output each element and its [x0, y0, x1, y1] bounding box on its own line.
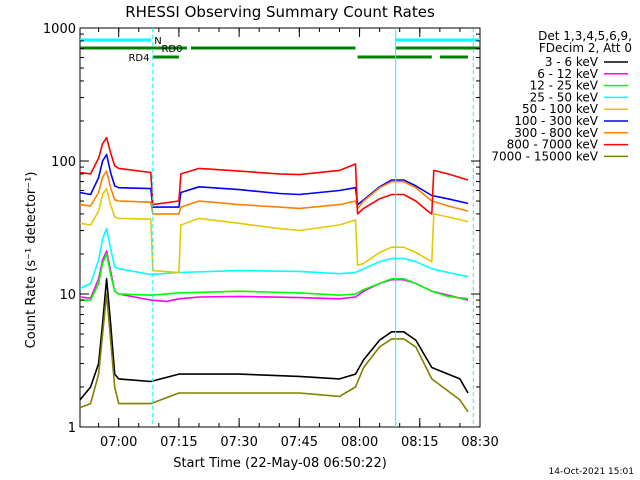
series-lines [79, 136, 469, 413]
plot-frame-group [79, 27, 481, 428]
legend-label: 3 - 6 keV [545, 55, 599, 69]
chart-title: RHESSI Observing Summary Count Rates [125, 3, 435, 21]
legend-label: 25 - 50 keV [530, 90, 599, 104]
series-line-4 [79, 227, 469, 290]
legend-label: 6 - 12 keV [537, 67, 599, 81]
series-line-2 [79, 250, 469, 303]
series-line-3 [80, 253, 469, 301]
series-line-5 [79, 187, 469, 274]
series-line-1 [79, 278, 469, 401]
x-axis-ticks: 07:00 07:15 07:30 07:45 08:00 08:15 08:30 [98, 28, 499, 450]
legend-label: 12 - 25 keV [530, 79, 599, 93]
series-line-7 [79, 170, 469, 215]
legend-label: 800 - 7000 keV [507, 138, 599, 152]
x-tick-label: 08:15 [401, 435, 438, 450]
legend-label: 100 - 300 keV [514, 114, 598, 128]
y-tick-label: 100 [51, 155, 76, 170]
state-bar-label: RD0 [161, 44, 182, 55]
series-line-9 [79, 293, 469, 413]
x-tick-label: 07:00 [100, 435, 137, 450]
x-tick-label: 07:15 [160, 435, 197, 450]
y-tick-label: 1 [68, 421, 76, 436]
legend-label: 300 - 800 keV [514, 126, 598, 140]
x-tick-label: 07:45 [281, 435, 318, 450]
legend-label: 50 - 100 keV [522, 102, 599, 116]
plot-frame [79, 27, 481, 428]
y-tick-label: 1000 [43, 22, 76, 37]
legend-label: 7000 - 15000 keV [491, 149, 598, 163]
state-bar-label: RD4 [128, 53, 149, 64]
legend-header-line-1: Det 1,3,4,5,6,9, [538, 29, 632, 43]
footer-date: 14-Oct-2021 15:01 [549, 467, 634, 477]
state-bar-label: N [154, 36, 161, 47]
x-tick-label: 07:30 [220, 435, 257, 450]
vertical-markers [152, 28, 474, 427]
series-line-6 [79, 153, 469, 208]
x-axis-label: Start Time (22-May-08 06:50:22) [173, 456, 387, 471]
y-axis-ticks: 1 10 100 1000 [43, 22, 480, 436]
legend-header-line-2: FDecim 2, Att 0 [539, 41, 632, 55]
series-line-8 [79, 136, 469, 215]
y-tick-label: 10 [59, 288, 76, 303]
x-tick-label: 08:00 [341, 435, 378, 450]
legend: Det 1,3,4,5,6,9, FDecim 2, Att 0 3 - 6 k… [491, 29, 632, 163]
y-axis-label: Count Rate (s⁻¹ detector⁻¹) [24, 172, 39, 349]
x-tick-label: 08:30 [461, 435, 498, 450]
